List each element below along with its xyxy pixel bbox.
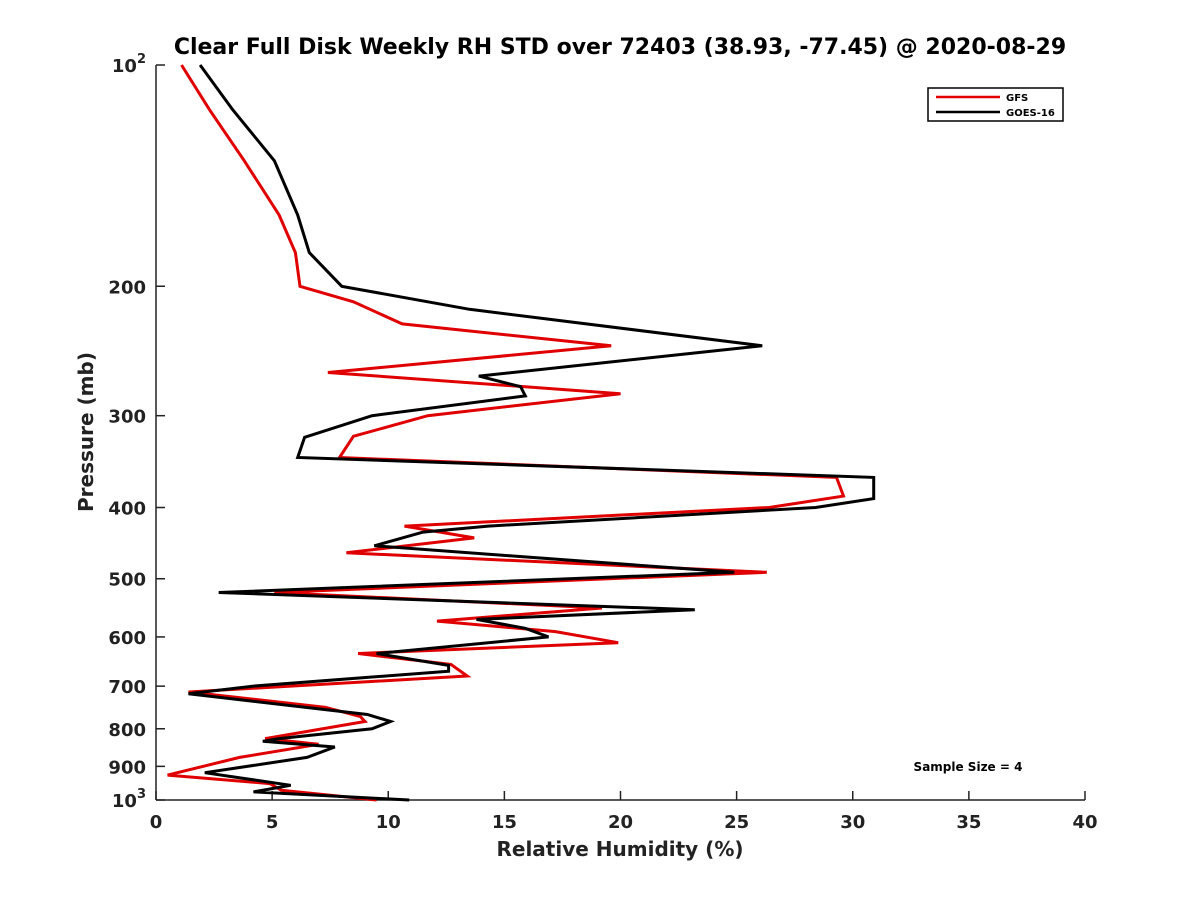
legend-box (927, 87, 1064, 122)
chart-title: Clear Full Disk Weekly RH STD over 72403… (174, 35, 1066, 60)
legend-entry-label: GFS (1006, 93, 1028, 104)
x-axis-label: Relative Humidity (%) (496, 837, 743, 861)
x-tick-label: 5 (266, 812, 279, 833)
y-tick-label: 900 (108, 757, 146, 778)
series-line-gfs (167, 64, 846, 802)
series-line-goes-16 (188, 64, 876, 802)
x-tick-label: 25 (724, 812, 749, 833)
y-tick-label: 700 (108, 677, 146, 698)
y-tick-label: 400 (108, 499, 146, 520)
x-tick-label: 20 (608, 812, 633, 833)
x-tick-label: 40 (1072, 812, 1097, 833)
y-tick-label: 600 (108, 628, 146, 649)
series-layer (167, 64, 876, 802)
legend: GFS GOES-16 (927, 87, 1064, 122)
y-tick-label: 800 (108, 720, 146, 741)
y-tick-label: 500 (108, 570, 146, 591)
x-tick-label: 35 (956, 812, 981, 833)
y-tick-exponent: 2 (137, 52, 146, 67)
x-tick-label: 30 (840, 812, 865, 833)
x-axis-ticks: 0 5 10 15 20 25 30 35 40 (150, 791, 1098, 833)
y-axis-label: Pressure (mb) (74, 352, 98, 512)
y-tick-label: 200 (108, 277, 146, 298)
sample-size-annotation: Sample Size = 4 (914, 760, 1023, 774)
x-tick-label: 10 (376, 812, 401, 833)
x-tick-label: 15 (492, 812, 517, 833)
x-tick-label: 0 (150, 812, 163, 833)
legend-entry-label: GOES-16 (1006, 108, 1055, 119)
y-tick-exponent: 3 (137, 787, 146, 802)
y-tick-label: 300 (108, 407, 146, 428)
